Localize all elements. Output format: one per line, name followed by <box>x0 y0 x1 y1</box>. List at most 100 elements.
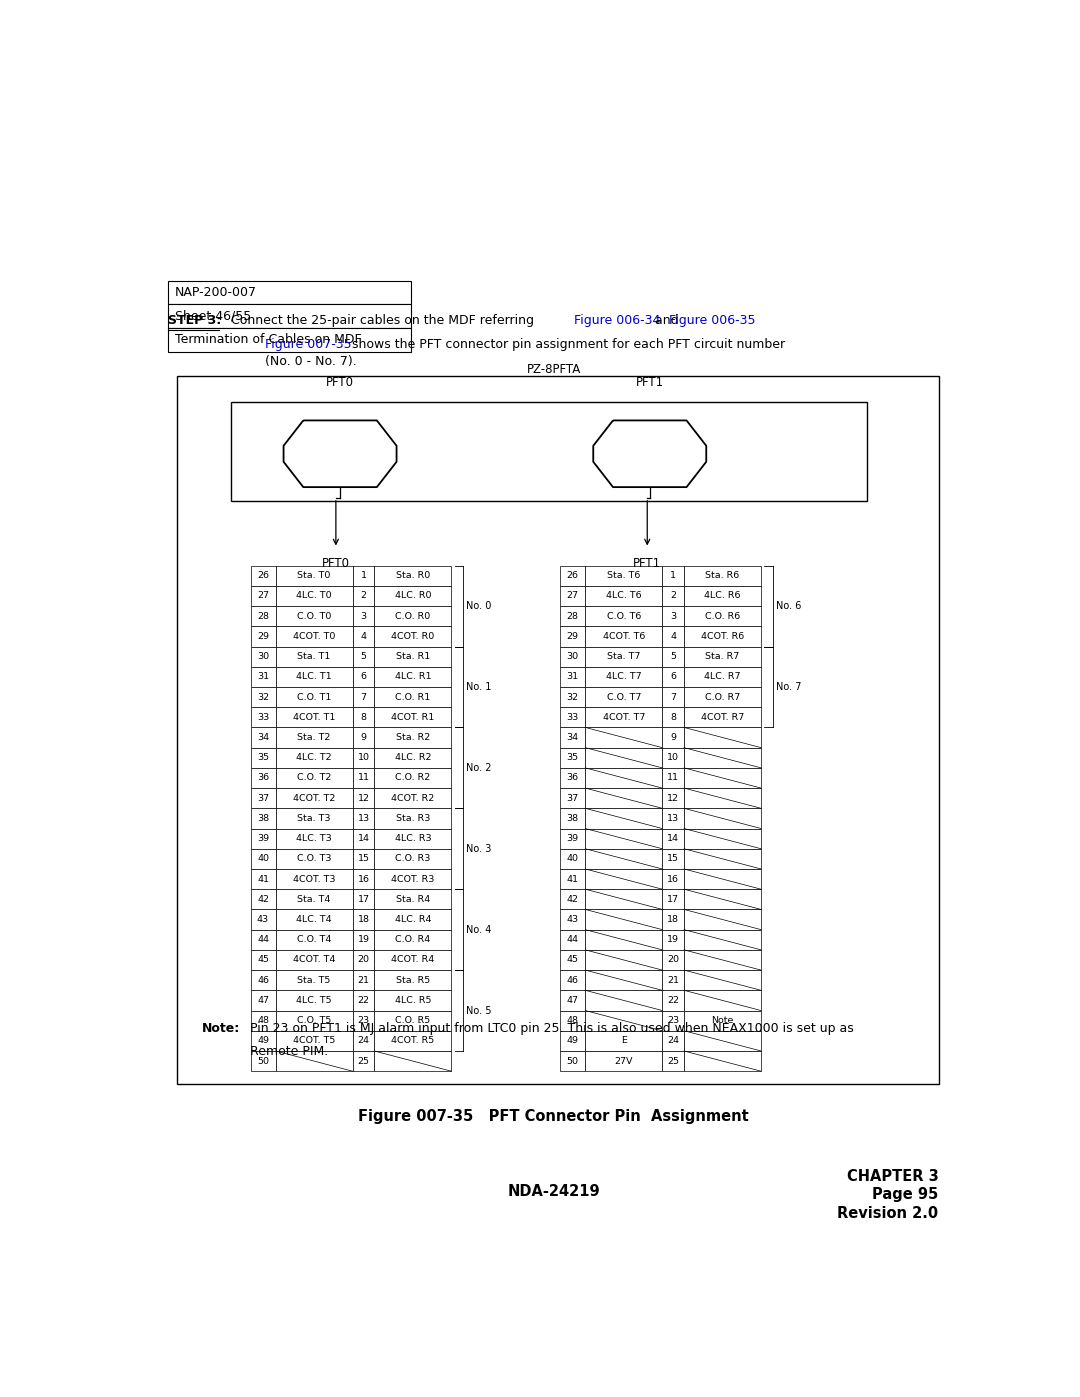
Bar <box>375 809 451 828</box>
Text: PFT0: PFT0 <box>326 376 354 390</box>
Bar <box>251 626 275 647</box>
Text: 35: 35 <box>567 753 579 763</box>
Text: C.O. T6: C.O. T6 <box>607 612 642 620</box>
Bar <box>684 849 761 869</box>
Text: No. 5: No. 5 <box>467 1006 492 1016</box>
Text: STEP 3:: STEP 3: <box>168 314 221 327</box>
Bar <box>561 666 585 687</box>
Bar <box>662 929 684 950</box>
Text: Note:: Note: <box>202 1021 240 1035</box>
Bar <box>168 305 411 328</box>
Text: Sta. R0: Sta. R0 <box>395 571 430 580</box>
Bar <box>662 647 684 666</box>
Bar <box>251 647 275 666</box>
Text: 34: 34 <box>567 733 579 742</box>
Text: 1: 1 <box>361 571 366 580</box>
Bar <box>251 687 275 707</box>
Bar <box>684 647 761 666</box>
Text: 4COT. R5: 4COT. R5 <box>391 1037 434 1045</box>
Text: 46: 46 <box>257 975 269 985</box>
Text: PFT1: PFT1 <box>636 376 664 390</box>
Bar <box>585 666 662 687</box>
Text: 20: 20 <box>667 956 679 964</box>
Text: 42: 42 <box>567 895 579 904</box>
Text: Connect the 25-pair cables on the MDF referring: Connect the 25-pair cables on the MDF re… <box>222 314 538 327</box>
Bar <box>585 768 662 788</box>
Bar <box>585 970 662 990</box>
Bar <box>375 585 451 606</box>
Bar <box>375 869 451 890</box>
Bar <box>684 626 761 647</box>
Text: 13: 13 <box>357 814 369 823</box>
Text: 4LC. T6: 4LC. T6 <box>606 591 642 601</box>
Bar <box>275 606 352 626</box>
Bar <box>684 809 761 828</box>
Text: 11: 11 <box>667 774 679 782</box>
Text: 32: 32 <box>257 693 269 701</box>
Bar <box>585 849 662 869</box>
Bar <box>275 728 352 747</box>
Text: Sta. T3: Sta. T3 <box>297 814 330 823</box>
Text: No. 1: No. 1 <box>467 682 491 692</box>
Bar <box>585 585 662 606</box>
Bar <box>662 909 684 929</box>
Text: 36: 36 <box>257 774 269 782</box>
Text: 28: 28 <box>257 612 269 620</box>
Bar <box>662 728 684 747</box>
Bar <box>375 687 451 707</box>
Text: 4LC. R0: 4LC. R0 <box>394 591 431 601</box>
Text: Sheet 46/55: Sheet 46/55 <box>175 310 252 323</box>
Bar <box>375 566 451 585</box>
Bar <box>662 585 684 606</box>
Bar <box>662 747 684 768</box>
Bar <box>352 828 375 849</box>
Bar <box>585 788 662 809</box>
Bar <box>585 1051 662 1071</box>
Text: No. 7: No. 7 <box>777 682 801 692</box>
Text: 21: 21 <box>357 975 369 985</box>
Bar <box>561 828 585 849</box>
Bar <box>375 1010 451 1031</box>
Text: Sta. T5: Sta. T5 <box>297 975 330 985</box>
Text: 26: 26 <box>257 571 269 580</box>
Text: 36: 36 <box>567 774 579 782</box>
Text: 34: 34 <box>257 733 269 742</box>
Bar <box>561 768 585 788</box>
Text: and: and <box>650 314 678 327</box>
Bar <box>375 849 451 869</box>
Text: C.O. T0: C.O. T0 <box>297 612 332 620</box>
Text: 43: 43 <box>567 915 579 923</box>
Bar <box>585 1031 662 1051</box>
Bar <box>251 788 275 809</box>
Bar <box>275 747 352 768</box>
Bar <box>275 585 352 606</box>
Bar <box>168 328 411 352</box>
Text: 4COT. R0: 4COT. R0 <box>391 631 434 641</box>
Bar <box>375 647 451 666</box>
Bar <box>662 788 684 809</box>
Text: 14: 14 <box>357 834 369 844</box>
Bar <box>662 1010 684 1031</box>
Bar <box>585 909 662 929</box>
Text: 17: 17 <box>667 895 679 904</box>
Bar <box>561 566 585 585</box>
Bar <box>375 606 451 626</box>
Text: C.O. T2: C.O. T2 <box>297 774 332 782</box>
Text: Sta. R6: Sta. R6 <box>705 571 740 580</box>
Text: 4LC. R3: 4LC. R3 <box>394 834 431 844</box>
Text: Pin 23 on PFT1 is MJ alarm input from LTC0 pin 25. This is also used when NEAX10: Pin 23 on PFT1 is MJ alarm input from LT… <box>249 1021 853 1035</box>
Text: NAP-200-007: NAP-200-007 <box>175 286 257 299</box>
Bar <box>561 809 585 828</box>
Text: 42: 42 <box>257 895 269 904</box>
Bar <box>684 687 761 707</box>
Text: 4LC. R7: 4LC. R7 <box>704 672 741 682</box>
Bar <box>352 788 375 809</box>
Text: 9: 9 <box>361 733 366 742</box>
Bar <box>275 890 352 909</box>
Text: 48: 48 <box>257 1016 269 1025</box>
Text: 50: 50 <box>257 1056 269 1066</box>
Text: 13: 13 <box>667 814 679 823</box>
Text: 4COT. R6: 4COT. R6 <box>701 631 744 641</box>
Bar <box>352 585 375 606</box>
Bar <box>684 747 761 768</box>
